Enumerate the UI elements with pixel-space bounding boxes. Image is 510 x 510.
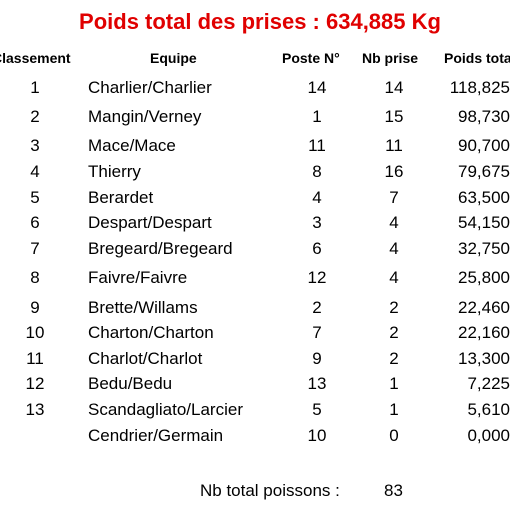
column-header: Equipe	[150, 50, 197, 66]
table-cell: 2	[389, 349, 399, 368]
table-cell: Berardet	[88, 188, 154, 207]
table-cell: 4	[389, 268, 399, 287]
column-header: Poids total	[444, 50, 510, 66]
table-cell: 11	[308, 136, 326, 155]
table-cell: Charlier/Charlier	[88, 78, 212, 97]
table-cell: 25,800	[458, 268, 510, 287]
table-cell: 1	[389, 374, 399, 393]
table-cell: 22,160	[458, 323, 510, 342]
table-cell: 98,730	[458, 107, 510, 126]
table-cell: 13	[25, 400, 45, 419]
table-cell: 12	[307, 268, 327, 287]
table-cell: 4	[389, 213, 399, 232]
table-cell: 10	[307, 426, 327, 445]
table-cell: 1	[30, 78, 40, 97]
table-cell: 2	[389, 323, 399, 342]
table-cell: 8	[30, 268, 40, 287]
table-cell: 7	[389, 188, 399, 207]
footer-label: Nb total poissons :	[200, 481, 340, 500]
table-cell: 13	[307, 374, 327, 393]
table-cell: 1	[389, 400, 399, 419]
table-cell: 5	[30, 188, 40, 207]
column-header: Poste N°	[282, 50, 340, 66]
table-cell: 14	[307, 78, 327, 97]
table-cell: 54,150	[458, 213, 510, 232]
table-cell: 12	[25, 374, 45, 393]
table-cell: 7,225	[467, 374, 510, 393]
table-cell: 0	[389, 426, 399, 445]
table-cell: 2	[30, 107, 40, 126]
table-cell: 9	[30, 298, 40, 317]
table-cell: 7	[312, 323, 322, 342]
table-cell: 2	[312, 298, 322, 317]
table-cell: Thierry	[88, 162, 141, 181]
table-cell: 5	[312, 400, 322, 419]
table-cell: 22,460	[458, 298, 510, 317]
table-cell: 13,300	[458, 349, 510, 368]
table-cell: 11	[385, 136, 403, 155]
table-cell: Mangin/Verney	[88, 107, 202, 126]
table-cell: 15	[384, 107, 404, 126]
table-cell: Faivre/Faivre	[88, 268, 188, 287]
table-cell: 3	[30, 136, 40, 155]
table-cell: Bregeard/Bregeard	[88, 239, 233, 258]
table-cell: 4	[30, 162, 40, 181]
table-cell: Mace/Mace	[88, 136, 176, 155]
table-cell: 90,700	[458, 136, 510, 155]
table-cell: 6	[312, 239, 322, 258]
table-cell: 5,610	[467, 400, 510, 419]
table-cell: 11	[26, 349, 44, 368]
table-cell: 14	[384, 78, 404, 97]
table-cell: 32,750	[458, 239, 510, 258]
table-cell: Scandagliato/Larcier	[88, 400, 243, 419]
table-cell: 16	[384, 162, 404, 181]
table-cell: 2	[389, 298, 399, 317]
column-header: Classement	[0, 50, 71, 66]
title: Poids total des prises : 634,885 Kg	[79, 9, 441, 34]
table-cell: 1	[312, 107, 322, 126]
table-cell: Bedu/Bedu	[88, 374, 173, 393]
table-cell: 3	[312, 213, 322, 232]
table-cell: Brette/Willams	[88, 298, 198, 317]
table-cell: 63,500	[458, 188, 510, 207]
table-cell: Despart/Despart	[88, 213, 212, 232]
table-cell: 10	[25, 323, 45, 342]
table-cell: 118,825	[449, 78, 510, 97]
table-cell: 9	[312, 349, 322, 368]
table-cell: Cendrier/Germain	[88, 426, 224, 445]
table-cell: 0,000	[467, 426, 510, 445]
footer-value: 83	[384, 481, 403, 500]
column-header: Nb prise	[362, 50, 419, 66]
table-cell: Charton/Charton	[88, 323, 214, 342]
table-cell: Charlot/Charlot	[88, 349, 203, 368]
table-cell: 4	[312, 188, 322, 207]
table-cell: 8	[312, 162, 322, 181]
table-cell: 6	[30, 213, 40, 232]
table-cell: 4	[389, 239, 399, 258]
table-cell: 79,675	[458, 162, 510, 181]
table-cell: 7	[30, 239, 40, 258]
